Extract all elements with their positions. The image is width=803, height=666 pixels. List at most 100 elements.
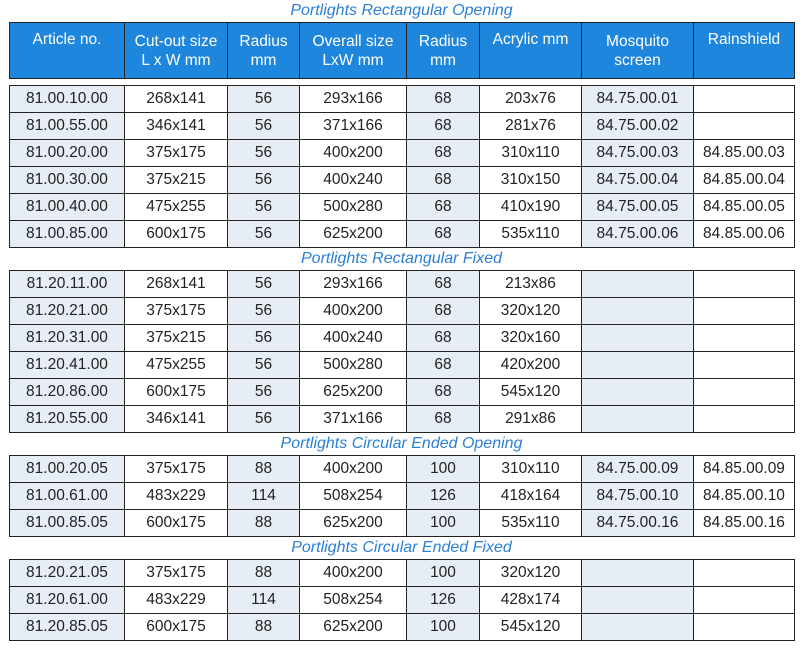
table-cell: 68 bbox=[406, 220, 480, 248]
table-cell: 84.85.00.10 bbox=[693, 482, 795, 510]
table-header-row: Article no. Cut-out size L x W mm Radius mm O… bbox=[9, 22, 795, 79]
spec-table: 81.20.21.05 375x175 88 400x200 100 320x120 81.… bbox=[9, 559, 795, 641]
table-cell bbox=[693, 559, 795, 587]
table-cell: 371x166 bbox=[299, 405, 407, 433]
table-cell: 600x175 bbox=[124, 613, 228, 641]
table-row: 81.20.85.05 600x175 88 625x200 100 545x120 bbox=[9, 613, 795, 641]
table-cell bbox=[581, 270, 694, 298]
table-cell: 428x174 bbox=[479, 586, 582, 614]
table-row: 81.00.55.00 346x141 56 371x166 68 281x76 84.75… bbox=[9, 112, 795, 140]
table-cell: 375x175 bbox=[124, 139, 228, 167]
spec-table: 81.00.20.05 375x175 88 400x200 100 310x110 84.… bbox=[9, 455, 795, 537]
table-cell: 81.20.21.05 bbox=[9, 559, 125, 587]
table-cell: 56 bbox=[227, 351, 300, 379]
table-cell: 400x200 bbox=[299, 455, 407, 483]
table-row: 81.20.41.00 475x255 56 500x280 68 420x200 bbox=[9, 351, 795, 379]
table-cell: 475x255 bbox=[124, 193, 228, 221]
table-cell: 81.00.30.00 bbox=[9, 166, 125, 194]
table-row: 81.00.85.00 600x175 56 625x200 68 535x110 84.7… bbox=[9, 220, 795, 248]
table-cell bbox=[581, 297, 694, 325]
table-cell: 81.00.85.00 bbox=[9, 220, 125, 248]
table-cell: 500x280 bbox=[299, 193, 407, 221]
table-cell: 56 bbox=[227, 193, 300, 221]
table-cell: 400x240 bbox=[299, 166, 407, 194]
table-cell bbox=[693, 613, 795, 641]
table-cell: 81.00.85.05 bbox=[9, 509, 125, 537]
table-cell: 81.00.20.05 bbox=[9, 455, 125, 483]
table-cell bbox=[693, 297, 795, 325]
table-cell: 68 bbox=[406, 378, 480, 406]
table-cell: 81.00.10.00 bbox=[9, 85, 125, 113]
table-cell: 100 bbox=[406, 613, 480, 641]
table-row: 81.00.10.00 268x141 56 293x166 68 203x76 84.75… bbox=[9, 85, 795, 113]
table-cell: 81.00.40.00 bbox=[9, 193, 125, 221]
table-cell: 68 bbox=[406, 351, 480, 379]
spec-table: Article no. Cut-out size L x W mm Radius mm O… bbox=[9, 22, 795, 248]
table-cell: 291x86 bbox=[479, 405, 582, 433]
cutout-size-header: Cut-out size L x W mm bbox=[124, 22, 228, 79]
table-cell bbox=[693, 270, 795, 298]
table-cell: 84.75.00.10 bbox=[581, 482, 694, 510]
table-row: 81.20.86.00 600x175 56 625x200 68 545x120 bbox=[9, 378, 795, 406]
table-row: 81.00.40.00 475x255 56 500x280 68 410x190 84.7… bbox=[9, 193, 795, 221]
table-cell: 400x200 bbox=[299, 297, 407, 325]
table-cell: 375x175 bbox=[124, 559, 228, 587]
section-title: Portlights Rectangular Fixed bbox=[301, 250, 502, 267]
table-cell: 84.75.00.02 bbox=[581, 112, 694, 140]
table-cell bbox=[581, 559, 694, 587]
table-cell: 420x200 bbox=[479, 351, 582, 379]
table-cell: 84.75.00.16 bbox=[581, 509, 694, 537]
table-cell: 84.75.00.03 bbox=[581, 139, 694, 167]
table-cell: 320x120 bbox=[479, 559, 582, 587]
table-cell: 126 bbox=[406, 482, 480, 510]
table-cell: 400x200 bbox=[299, 139, 407, 167]
table-cell: 203x76 bbox=[479, 85, 582, 113]
table-cell: 508x254 bbox=[299, 482, 407, 510]
table-cell: 84.85.00.05 bbox=[693, 193, 795, 221]
mosquito-screen-header: Mosquito screen bbox=[581, 22, 694, 79]
table-cell: 400x240 bbox=[299, 324, 407, 352]
table-cell: 320x120 bbox=[479, 297, 582, 325]
acrylic-header: Acrylic mm bbox=[479, 22, 582, 79]
table-cell: 56 bbox=[227, 139, 300, 167]
table-cell: 535x110 bbox=[479, 509, 582, 537]
table-cell bbox=[693, 112, 795, 140]
table-cell bbox=[693, 586, 795, 614]
table-cell: 114 bbox=[227, 586, 300, 614]
table-cell: 81.00.55.00 bbox=[9, 112, 125, 140]
table-cell: 88 bbox=[227, 455, 300, 483]
table-cell: 418x164 bbox=[479, 482, 582, 510]
table-cell: 114 bbox=[227, 482, 300, 510]
table-cell: 293x166 bbox=[299, 85, 407, 113]
section-title: Portlights Circular Ended Fixed bbox=[291, 539, 512, 556]
table-cell: 68 bbox=[406, 112, 480, 140]
table-cell: 56 bbox=[227, 405, 300, 433]
table-cell: 56 bbox=[227, 112, 300, 140]
table-cell: 56 bbox=[227, 85, 300, 113]
table-cell: 88 bbox=[227, 559, 300, 587]
table-cell: 535x110 bbox=[479, 220, 582, 248]
table-cell: 310x110 bbox=[479, 455, 582, 483]
table-cell: 375x215 bbox=[124, 324, 228, 352]
table-cell: 400x200 bbox=[299, 559, 407, 587]
table-cell: 375x175 bbox=[124, 455, 228, 483]
table-cell: 600x175 bbox=[124, 220, 228, 248]
table-cell bbox=[581, 586, 694, 614]
table-cell: 56 bbox=[227, 166, 300, 194]
table-cell bbox=[693, 405, 795, 433]
table-cell: 100 bbox=[406, 559, 480, 587]
table-cell: 68 bbox=[406, 193, 480, 221]
table-cell: 84.75.00.09 bbox=[581, 455, 694, 483]
section-title: Portlights Rectangular Opening bbox=[290, 2, 513, 19]
table-cell: 84.85.00.03 bbox=[693, 139, 795, 167]
table-row: 81.20.55.00 346x141 56 371x166 68 291x86 bbox=[9, 405, 795, 433]
portlights-spec-sheet: Portlights Rectangular Opening Article no… bbox=[9, 0, 795, 641]
table-cell: 81.20.31.00 bbox=[9, 324, 125, 352]
table-cell: 310x110 bbox=[479, 139, 582, 167]
radius-header: Radius mm bbox=[227, 22, 300, 79]
table-cell: 68 bbox=[406, 166, 480, 194]
table-cell: 483x229 bbox=[124, 482, 228, 510]
table-cell: 310x150 bbox=[479, 166, 582, 194]
table-cell: 600x175 bbox=[124, 509, 228, 537]
table-cell: 81.20.85.05 bbox=[9, 613, 125, 641]
